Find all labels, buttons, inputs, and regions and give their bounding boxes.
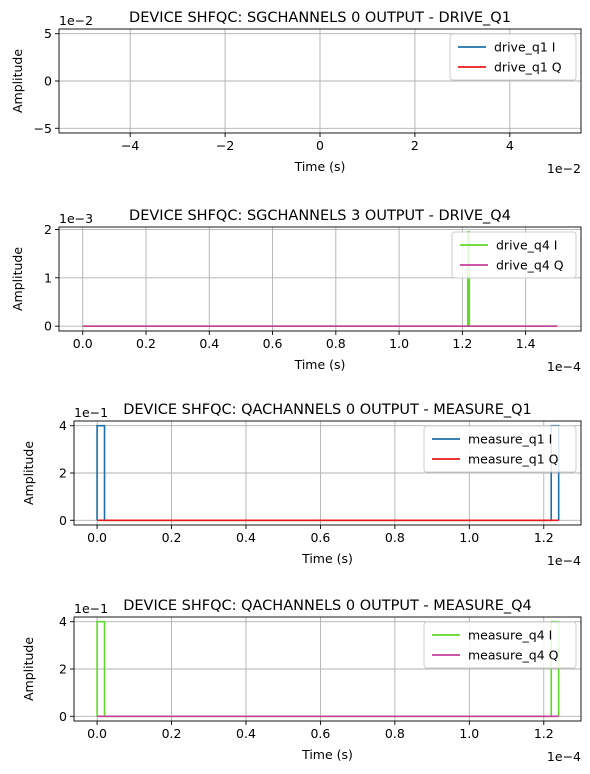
y-tick-label: 2 — [44, 222, 52, 237]
x-tick-label: 1.2 — [534, 726, 554, 741]
legend-label: measure_q1 Q — [468, 452, 559, 467]
chart-title: DEVICE SHFQC: SGCHANNELS 0 OUTPUT - DRIV… — [129, 10, 511, 26]
y-tick-label: 2 — [59, 662, 67, 677]
y-axis-label: Amplitude — [21, 637, 36, 701]
x-tick-label: 1.0 — [459, 726, 479, 741]
legend: drive_q4 I drive_q4 Q — [451, 231, 577, 279]
x-tick-label: 0 — [316, 138, 324, 153]
legend-box — [423, 425, 577, 473]
x-tick-label: 1.4 — [516, 336, 536, 351]
y-offset-text: 1e−1 — [74, 405, 108, 420]
x-axis-label: Time (s) — [294, 159, 346, 174]
y-tick-label: 1 — [44, 270, 52, 285]
y-offset-text: 1e−1 — [74, 601, 108, 616]
x-tick-label: 2 — [411, 138, 419, 153]
x-tick-label: 0.6 — [310, 530, 330, 545]
axes-frame — [58, 226, 582, 332]
x-offset-text: 1e−4 — [547, 749, 581, 764]
subplot-1: −4 −2 0 2 4 −5 0 5 DEVICE SHFQC: SGCHANNELS 0 OU… — [10, 10, 582, 176]
x-tick-label: 1.2 — [452, 336, 472, 351]
legend-box — [423, 621, 577, 669]
x-tick-label: −4 — [121, 138, 139, 153]
x-tick-label: 0.4 — [236, 530, 256, 545]
y-tick-label: 0 — [59, 709, 67, 724]
x-axis-label: Time (s) — [301, 747, 353, 762]
y-tick-label: 0 — [44, 74, 52, 89]
legend-label: measure_q4 I — [468, 628, 552, 643]
x-tick-label: 1.2 — [534, 530, 554, 545]
legend: drive_q1 I drive_q1 Q — [449, 33, 577, 81]
y-tick-label: 4 — [59, 614, 67, 629]
legend-label: measure_q4 Q — [468, 648, 559, 663]
x-tick-label: 0.4 — [236, 726, 256, 741]
x-tick-label: 1.0 — [389, 336, 409, 351]
y-offset-text: 1e−3 — [59, 211, 93, 226]
y-tick-label: 0 — [59, 513, 67, 528]
y-axis-label: Amplitude — [21, 441, 36, 505]
y-tick-label: 5 — [44, 26, 52, 41]
chart-title: DEVICE SHFQC: QACHANNELS 0 OUTPUT - MEAS… — [123, 402, 532, 418]
x-tick-label: 0.8 — [385, 726, 405, 741]
chart-title: DEVICE SHFQC: QACHANNELS 0 OUTPUT - MEAS… — [123, 598, 532, 614]
legend: measure_q4 I measure_q4 Q — [423, 621, 577, 669]
x-offset-text: 1e−4 — [547, 359, 581, 374]
x-tick-label: 0.0 — [87, 726, 107, 741]
x-tick-label: 0.8 — [326, 336, 346, 351]
legend-box — [449, 33, 577, 81]
subplot-3: 0.0 0.2 0.4 0.6 0.8 1.0 1.2 0 2 4 DEVICE SHFQC: QA… — [21, 402, 582, 568]
legend-box — [451, 231, 577, 279]
legend-label: drive_q1 I — [494, 40, 555, 55]
x-tick-label: 0.2 — [136, 336, 156, 351]
y-axis-label: Amplitude — [10, 247, 25, 311]
subplot-4: 0.0 0.2 0.4 0.6 0.8 1.0 1.2 0 2 4 DEVICE SHFQC: QA… — [21, 598, 582, 764]
y-axis-label: Amplitude — [10, 49, 25, 113]
y-tick-label: 4 — [59, 418, 67, 433]
legend-label: drive_q4 Q — [496, 258, 564, 273]
x-tick-label: 0.0 — [87, 530, 107, 545]
x-offset-text: 1e−4 — [547, 553, 581, 568]
legend-label: drive_q1 Q — [494, 60, 562, 75]
legend: measure_q1 I measure_q1 Q — [423, 425, 577, 473]
y-tick-label: 2 — [59, 466, 67, 481]
x-tick-label: −2 — [216, 138, 234, 153]
x-tick-label: 0.0 — [73, 336, 93, 351]
x-tick-label: 0.6 — [310, 726, 330, 741]
subplot-2: 0.0 0.2 0.4 0.6 0.8 1.0 1.2 1.4 0 1 2 DEVICE SHFQC:… — [10, 208, 582, 374]
x-tick-label: 0.2 — [162, 530, 182, 545]
chart-title: DEVICE SHFQC: SGCHANNELS 3 OUTPUT - DRIV… — [129, 208, 511, 224]
x-tick-label: 0.2 — [162, 726, 182, 741]
x-tick-label: 1.0 — [459, 530, 479, 545]
x-tick-label: 0.4 — [199, 336, 219, 351]
x-axis-label: Time (s) — [301, 551, 353, 566]
x-tick-label: 0.8 — [385, 530, 405, 545]
legend-label: drive_q4 I — [496, 238, 557, 253]
legend-label: measure_q1 I — [468, 432, 552, 447]
x-tick-label: 4 — [506, 138, 514, 153]
y-offset-text: 1e−2 — [59, 13, 93, 28]
y-tick-label: −5 — [34, 121, 52, 136]
x-offset-text: 1e−2 — [547, 161, 581, 176]
x-tick-label: 0.6 — [263, 336, 283, 351]
x-axis-label: Time (s) — [294, 357, 346, 372]
y-tick-label: 0 — [44, 319, 52, 334]
